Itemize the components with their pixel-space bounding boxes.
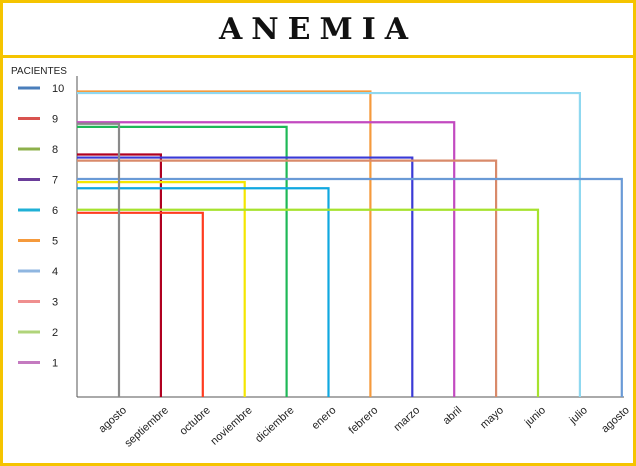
legend-label: 6 [52,205,58,217]
chart-title: ANEMIA [218,11,418,47]
series-line [77,159,498,397]
x-tick-label: marzo [392,404,423,433]
legend-label: 8 [52,144,58,156]
legend-label: 1 [52,358,58,370]
legend-label: 2 [52,327,58,339]
x-tick-label: agosto [96,404,129,435]
legend-label: 3 [52,297,58,309]
x-tick-label: septiembre [122,404,170,449]
series-group [77,90,623,397]
series-line [77,177,623,397]
x-tick-label: enero [310,404,339,432]
series-line [77,125,288,397]
x-tick-label: noviembre [209,404,255,447]
x-tick-label: mayo [478,404,506,431]
legend-label: 5 [52,236,58,248]
x-tick-label: abril [441,404,464,427]
x-tick-label: octubre [178,404,213,437]
y-axis-label: PACIENTES [11,66,67,77]
series-line [77,122,121,397]
legend: 10 9 8 7 6 5 4 3 2 1 [18,83,64,370]
series-line [77,121,456,397]
x-tick-label: julio [567,404,590,427]
series-line [77,208,540,397]
series-line [77,187,330,397]
series-line [77,153,162,397]
axes [76,76,624,398]
x-tick-label: febrero [346,404,380,436]
title-band: ANEMIA [3,3,633,58]
series-line [77,90,372,397]
series-line [77,211,204,397]
x-tick-label: agosto [599,404,632,435]
x-tick-label: junio [522,404,548,429]
series-line [77,156,414,397]
x-tick-label: diciembre [253,404,296,445]
legend-label: 10 [52,83,64,95]
legend-label: 4 [52,266,58,278]
series-line [77,181,246,397]
legend-label: 7 [52,175,58,187]
series-line [77,91,582,397]
legend-label: 9 [52,114,58,126]
